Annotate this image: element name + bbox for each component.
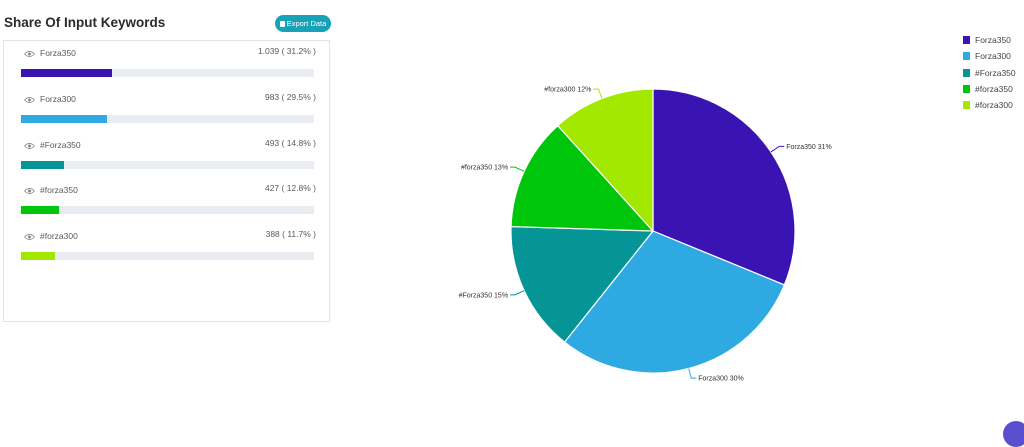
keyword-count: 388 ( 11.7% ) bbox=[265, 229, 316, 239]
eye-icon[interactable] bbox=[24, 142, 35, 150]
legend-label: #Forza350 bbox=[975, 67, 1016, 78]
slice-label: #Forza350 15% bbox=[459, 292, 508, 299]
slice-leader-line bbox=[510, 290, 525, 296]
keyword-count: 1.039 ( 31.2% ) bbox=[257, 46, 316, 56]
share-progress-fill bbox=[21, 252, 56, 260]
keyword-row: #forza350 427 ( 12.8% ) bbox=[21, 181, 318, 219]
keyword-row: #forza300 388 ( 11.7% ) bbox=[21, 227, 318, 265]
slice-label: #forza300 12% bbox=[544, 87, 591, 94]
pie-chart: Forza350 31% Forza300 30% #Forza350 15% #fo… bbox=[459, 87, 832, 383]
share-progress-fill bbox=[21, 161, 65, 169]
eye-icon[interactable] bbox=[24, 233, 35, 241]
export-data-label: Export Data bbox=[286, 19, 327, 28]
share-progress-fill bbox=[21, 69, 113, 77]
legend-label: Forza350 bbox=[975, 35, 1011, 45]
page-title: Share Of Input Keywords bbox=[4, 15, 166, 30]
document-icon bbox=[279, 21, 285, 27]
slice-label: #forza350 13% bbox=[461, 165, 508, 172]
keyword-label: Forza300 bbox=[40, 94, 76, 104]
keyword-label: #forza300 bbox=[40, 231, 78, 241]
legend-label: Forza300 bbox=[975, 51, 1011, 62]
legend-swatch bbox=[963, 68, 970, 77]
pie-slice[interactable] bbox=[510, 124, 655, 232]
export-data-button[interactable]: Export Data bbox=[275, 15, 331, 32]
pie-slice[interactable] bbox=[510, 225, 655, 343]
eye-icon[interactable] bbox=[24, 50, 35, 58]
keyword-count: 983 ( 29.5% ) bbox=[264, 92, 316, 102]
keyword-count: 427 ( 12.8% ) bbox=[264, 183, 316, 193]
slice-leader-line bbox=[510, 166, 525, 172]
chat-bubble-button[interactable] bbox=[1003, 421, 1024, 447]
slice-label: Forza350 31% bbox=[786, 144, 832, 151]
eye-icon[interactable] bbox=[24, 187, 35, 195]
keyword-row: Forza350 1.039 ( 31.2% ) bbox=[21, 44, 318, 82]
keywords-panel: Forza350 1.039 ( 31.2% ) Forza300 983 ( 29.… bbox=[3, 40, 330, 322]
keyword-row: #Forza350 493 ( 14.8% ) bbox=[21, 136, 318, 174]
eye-icon[interactable] bbox=[24, 96, 35, 104]
share-progress-fill bbox=[21, 206, 59, 214]
slice-leader-line bbox=[593, 88, 603, 99]
share-progress-bar bbox=[21, 252, 314, 260]
slice-label: Forza300 30% bbox=[698, 376, 744, 383]
share-progress-bar bbox=[21, 69, 314, 77]
keyword-count: 493 ( 14.8% ) bbox=[264, 138, 316, 148]
keyword-row: Forza300 983 ( 29.5% ) bbox=[21, 90, 318, 128]
legend-swatch bbox=[963, 52, 970, 61]
legend-label: #forza300 bbox=[975, 100, 1013, 111]
slice-leader-line bbox=[688, 368, 697, 379]
legend-swatch bbox=[963, 101, 970, 110]
share-progress-bar bbox=[21, 161, 314, 169]
share-progress-bar bbox=[21, 206, 314, 214]
keyword-label: Forza350 bbox=[40, 48, 76, 58]
share-progress-fill bbox=[21, 115, 108, 123]
keyword-label: #forza350 bbox=[40, 185, 78, 195]
pie-slice[interactable] bbox=[556, 88, 654, 233]
slice-leader-line bbox=[770, 145, 785, 153]
pie-slice[interactable] bbox=[563, 230, 786, 374]
pie-slice[interactable] bbox=[652, 88, 796, 286]
share-progress-bar bbox=[21, 115, 314, 123]
keyword-label: #Forza350 bbox=[40, 140, 81, 150]
legend-swatch bbox=[963, 36, 970, 44]
legend-swatch bbox=[963, 84, 970, 93]
legend-label: #forza350 bbox=[975, 83, 1013, 94]
